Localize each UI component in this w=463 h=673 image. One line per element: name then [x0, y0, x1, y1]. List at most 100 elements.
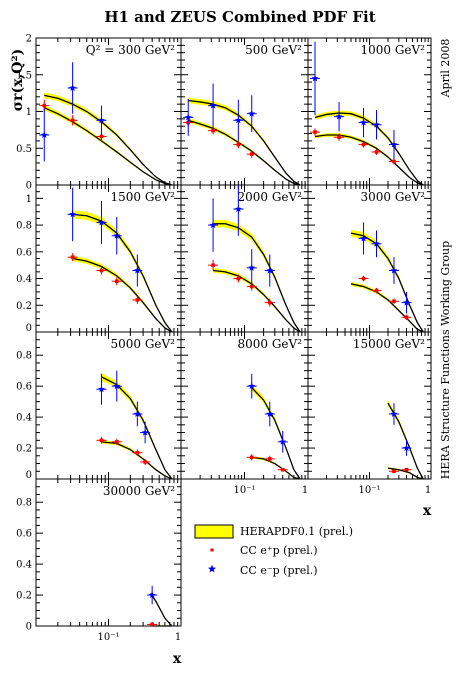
eplus-fit-band [101, 440, 172, 479]
eminus-point [390, 140, 398, 148]
y-tick-label: 0.4 [16, 413, 32, 424]
y-axis-label-text: σr(x,Q²) [10, 49, 26, 112]
eminus-point [69, 210, 77, 218]
eminus-point [148, 591, 156, 598]
eminus-point [335, 113, 343, 120]
y-tick-label: 0 [26, 181, 32, 192]
panel-frame [180, 184, 309, 333]
eminus-fit-band [251, 384, 301, 479]
eplus-fit-line [72, 257, 173, 333]
eplus-point [361, 276, 366, 281]
eminus-point [141, 428, 149, 436]
eminus-point [98, 385, 105, 393]
eminus-point [403, 299, 410, 306]
panel-9: 10⁻¹ 1 15000 GeV² [307, 331, 432, 496]
eplus-point [267, 300, 272, 305]
eplus-fit-band [315, 133, 424, 185]
panel-3: 1000 GeV² [307, 37, 432, 186]
y-tick-label: 0.2 [16, 591, 32, 602]
panel-10: 0 0.2 0.4 0.6 0.8 10⁻¹ 1 30000 GeV² [16, 478, 182, 643]
eminus-point [98, 218, 105, 226]
eplus-fit-line [251, 456, 301, 480]
eminus-fit-line [149, 593, 173, 627]
eminus-point [248, 382, 256, 390]
eminus-fit-line [251, 387, 301, 480]
eminus-point [98, 116, 105, 124]
eminus-point [403, 444, 410, 451]
y-tick-label: 1 [26, 194, 32, 205]
eplus-fit-line [213, 269, 301, 333]
eplus-point [135, 298, 140, 302]
y-tick-label: 0 [26, 323, 32, 334]
y-tick-label: 0.4 [16, 274, 32, 285]
eplus-point [267, 457, 272, 461]
legend-eplus-label: CC e⁺p (prel.) [240, 544, 318, 557]
y-tick-label: 0.6 [16, 382, 32, 393]
y-tick-label: 0 [26, 470, 32, 481]
panel-7: 0 0.2 0.4 0.6 0.8 5000 GeV² [16, 331, 182, 481]
y-axis-label: σr(x,Q²) [10, 49, 26, 112]
panel-6: 3000 GeV² [307, 184, 432, 333]
x-axis-label-bottom: x [173, 651, 182, 667]
y-tick-label: 0.2 [16, 301, 32, 312]
eminus-point [184, 113, 192, 121]
eminus-fit-band [350, 229, 424, 332]
eminus-point [373, 121, 380, 128]
eminus-fit-line [213, 223, 301, 333]
eplus-point [249, 455, 254, 460]
eminus-point [266, 410, 274, 417]
eminus-point [113, 232, 121, 239]
eminus-fit-line [72, 213, 173, 333]
y-tick-label: 1.5 [16, 70, 32, 81]
eminus-point [360, 118, 367, 126]
panel-1: 0 0.5 1 1.5 2 Q² = 300 GeV² [16, 34, 182, 192]
eplus-point [374, 288, 379, 293]
eminus-fit-band [213, 219, 301, 332]
chart-title: H1 and ZEUS Combined PDF Fit [104, 8, 375, 26]
eplus-point [211, 263, 215, 267]
side-group-label: HERA Structure Functions Working Group [439, 241, 452, 479]
eplus-point [374, 150, 379, 154]
y-tick-label: 2 [26, 34, 32, 45]
eminus-point [133, 266, 141, 274]
eplus-point [70, 255, 75, 259]
eplus-point [404, 315, 409, 320]
eminus-point [360, 234, 367, 242]
panel-2: 500 GeV² [180, 37, 309, 186]
eplus-point [392, 299, 396, 304]
eminus-point [234, 205, 242, 212]
eplus-point [249, 284, 254, 289]
eplus-point [236, 142, 241, 147]
panel-label: Q² = 300 GeV² [86, 43, 175, 57]
legend-eminus-label: CC e⁻p (prel.) [240, 564, 318, 577]
eminus-point [133, 410, 141, 417]
side-date-label: April 2008 [439, 39, 452, 99]
y-tick-label: 0.8 [16, 498, 32, 509]
eplus-point [404, 467, 409, 472]
eplus-point [280, 467, 285, 472]
eminus-point [209, 221, 217, 228]
eminus-fit-line [350, 232, 424, 333]
panel-4: 0 0.2 0.4 0.6 0.8 1 1500 GeV² [16, 184, 182, 334]
eminus-point [311, 74, 319, 82]
panel-label: 1500 GeV² [110, 190, 175, 204]
legend-band-label: HERAPDF0.1 (prel.) [240, 525, 353, 538]
eplus-point [313, 130, 317, 134]
eminus-fit-line [188, 99, 301, 186]
x-tick-label: 1 [425, 485, 431, 496]
panel-grid: 0 0.5 1 1.5 2 Q² = 300 GeV² 500 GeV² 1000 GeV² 0… [16, 34, 432, 643]
eminus-fit-band [101, 373, 172, 479]
eplus-point [361, 142, 366, 147]
eplus-point [42, 103, 47, 108]
eminus-point [373, 240, 380, 247]
eplus-point [99, 134, 104, 139]
eminus-point [69, 84, 77, 91]
eplus-fit-line [44, 107, 173, 186]
y-tick-label: 0 [26, 622, 32, 633]
panel-frame [35, 478, 182, 627]
eplus-fit-line [188, 119, 301, 186]
eminus-point [248, 264, 256, 271]
panel-label: 1000 GeV² [360, 43, 425, 57]
legend-eplus-marker [210, 548, 214, 552]
